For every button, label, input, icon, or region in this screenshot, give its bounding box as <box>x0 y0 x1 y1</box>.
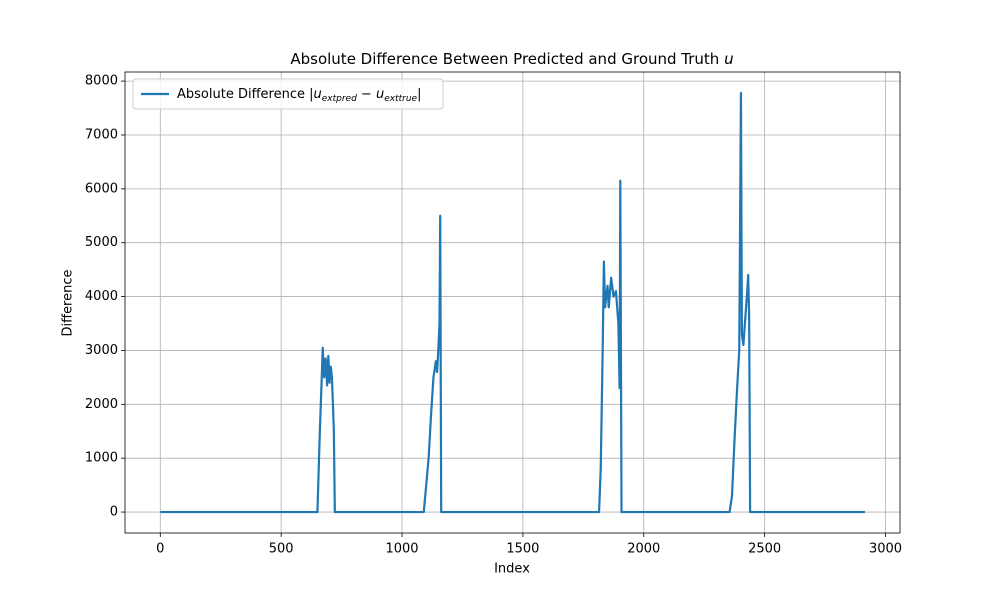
y-axis-label: Difference <box>61 269 76 336</box>
chart-title: Absolute Difference Between Predicted an… <box>290 50 733 68</box>
data-line <box>160 91 865 514</box>
x-tick-label: 2500 <box>748 542 781 557</box>
legend-name: Absolute Difference <box>177 87 305 102</box>
x-tick-label: 2000 <box>627 542 660 557</box>
y-tick-label: 1000 <box>85 451 118 466</box>
y-tick-label: 7000 <box>85 127 118 142</box>
x-tick-label: 3000 <box>869 542 902 557</box>
legend-math: | <box>417 87 421 102</box>
x-tick-label: 500 <box>269 542 294 557</box>
y-tick-label: 5000 <box>85 235 118 250</box>
x-axis-label: Index <box>494 562 530 577</box>
x-tick-label: 0 <box>156 542 164 557</box>
legend-math: |u <box>309 87 322 102</box>
plot-frame <box>124 71 901 534</box>
y-tick-label: 8000 <box>85 74 118 89</box>
y-tick-label: 0 <box>110 505 118 520</box>
x-tick-label: 1000 <box>385 542 418 557</box>
legend-math: exttrue <box>384 94 417 104</box>
x-tick-label: 1500 <box>506 542 539 557</box>
legend-box <box>132 78 444 110</box>
y-tick-label: 3000 <box>85 343 118 358</box>
y-tick-label: 2000 <box>85 397 118 412</box>
y-tick-label: 6000 <box>85 181 118 196</box>
legend-math: − u <box>357 87 384 102</box>
legend-label: Absolute Difference |uextpred − uexttrue… <box>177 87 421 104</box>
y-tick-label: 4000 <box>85 289 118 304</box>
legend-math: extpred <box>322 94 357 104</box>
